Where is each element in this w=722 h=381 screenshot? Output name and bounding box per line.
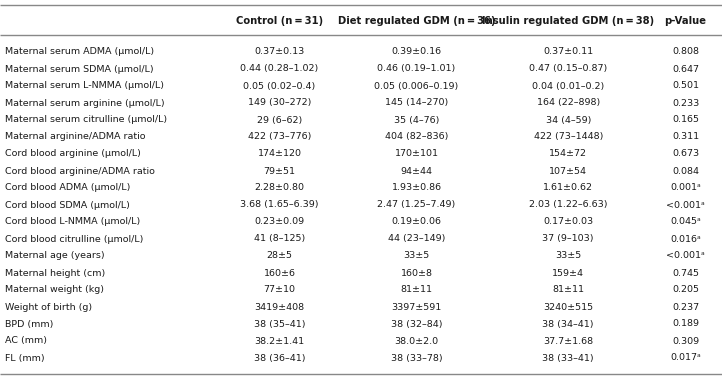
Text: 0.745: 0.745 — [672, 269, 699, 277]
Text: FL (mm): FL (mm) — [6, 354, 45, 362]
Text: 107±54: 107±54 — [549, 166, 587, 176]
Text: 0.501: 0.501 — [672, 82, 699, 91]
Text: 81±11: 81±11 — [552, 285, 584, 295]
Text: Maternal serum arginine (μmol/L): Maternal serum arginine (μmol/L) — [6, 99, 165, 107]
Text: 159±4: 159±4 — [552, 269, 584, 277]
Text: 38 (32–84): 38 (32–84) — [391, 320, 443, 328]
Text: 0.165: 0.165 — [672, 115, 699, 125]
Text: Maternal serum SDMA (μmol/L): Maternal serum SDMA (μmol/L) — [6, 64, 154, 74]
Text: 81±11: 81±11 — [401, 285, 432, 295]
Text: Cord blood L-NMMA (μmol/L): Cord blood L-NMMA (μmol/L) — [6, 218, 141, 226]
Text: 0.05 (0.02–0.4): 0.05 (0.02–0.4) — [243, 82, 316, 91]
Text: 160±8: 160±8 — [401, 269, 432, 277]
Text: 34 (4–59): 34 (4–59) — [546, 115, 591, 125]
Text: 0.47 (0.15–0.87): 0.47 (0.15–0.87) — [529, 64, 607, 74]
Text: 0.673: 0.673 — [672, 149, 699, 158]
Text: Cord blood arginine/ADMA ratio: Cord blood arginine/ADMA ratio — [6, 166, 155, 176]
Text: Maternal serum ADMA (μmol/L): Maternal serum ADMA (μmol/L) — [6, 48, 155, 56]
Text: 0.647: 0.647 — [672, 64, 699, 74]
Text: Maternal age (years): Maternal age (years) — [6, 251, 105, 261]
Text: Maternal serum L-NMMA (μmol/L): Maternal serum L-NMMA (μmol/L) — [6, 82, 165, 91]
Text: 2.47 (1.25–7.49): 2.47 (1.25–7.49) — [378, 200, 456, 210]
Text: 33±5: 33±5 — [555, 251, 581, 261]
Text: Cord blood ADMA (μmol/L): Cord blood ADMA (μmol/L) — [6, 184, 131, 192]
Text: Weight of birth (g): Weight of birth (g) — [6, 303, 92, 312]
Text: <0.001ᵃ: <0.001ᵃ — [666, 251, 705, 261]
Text: Cord blood SDMA (μmol/L): Cord blood SDMA (μmol/L) — [6, 200, 130, 210]
Text: 38.0±2.0: 38.0±2.0 — [394, 336, 439, 346]
Text: 44 (23–149): 44 (23–149) — [388, 234, 445, 243]
Text: 28±5: 28±5 — [266, 251, 292, 261]
Text: <0.001ᵃ: <0.001ᵃ — [666, 200, 705, 210]
Text: 3397±591: 3397±591 — [391, 303, 442, 312]
Text: 0.44 (0.28–1.02): 0.44 (0.28–1.02) — [240, 64, 318, 74]
Text: 422 (73–1448): 422 (73–1448) — [534, 133, 603, 141]
Text: 37.7±1.68: 37.7±1.68 — [543, 336, 593, 346]
Text: 0.017ᵃ: 0.017ᵃ — [670, 354, 701, 362]
Text: 94±44: 94±44 — [401, 166, 432, 176]
Text: 37 (9–103): 37 (9–103) — [542, 234, 594, 243]
Text: 79±51: 79±51 — [264, 166, 295, 176]
Text: 0.808: 0.808 — [672, 48, 699, 56]
Text: 145 (14–270): 145 (14–270) — [385, 99, 448, 107]
Text: 0.309: 0.309 — [672, 336, 699, 346]
Text: 38 (33–78): 38 (33–78) — [391, 354, 443, 362]
Text: 77±10: 77±10 — [264, 285, 295, 295]
Text: Maternal height (cm): Maternal height (cm) — [6, 269, 105, 277]
Text: 2.28±0.80: 2.28±0.80 — [254, 184, 305, 192]
Text: 404 (82–836): 404 (82–836) — [385, 133, 448, 141]
Text: 1.93±0.86: 1.93±0.86 — [391, 184, 442, 192]
Text: 0.189: 0.189 — [672, 320, 699, 328]
Text: 29 (6–62): 29 (6–62) — [257, 115, 302, 125]
Text: 33±5: 33±5 — [404, 251, 430, 261]
Text: Maternal serum citrulline (μmol/L): Maternal serum citrulline (μmol/L) — [6, 115, 168, 125]
Text: Diet regulated GDM (n = 36): Diet regulated GDM (n = 36) — [338, 16, 495, 26]
Text: Cord blood citrulline (μmol/L): Cord blood citrulline (μmol/L) — [6, 234, 144, 243]
Text: 0.045ᵃ: 0.045ᵃ — [670, 218, 701, 226]
Text: 0.311: 0.311 — [672, 133, 699, 141]
Text: 38 (34–41): 38 (34–41) — [542, 320, 594, 328]
Text: Maternal weight (kg): Maternal weight (kg) — [6, 285, 105, 295]
Text: 38.2±1.41: 38.2±1.41 — [254, 336, 305, 346]
Text: 0.001ᵃ: 0.001ᵃ — [670, 184, 701, 192]
Text: 3.68 (1.65–6.39): 3.68 (1.65–6.39) — [240, 200, 318, 210]
Text: BPD (mm): BPD (mm) — [6, 320, 54, 328]
Text: 0.084: 0.084 — [672, 166, 699, 176]
Text: 41 (8–125): 41 (8–125) — [254, 234, 305, 243]
Text: 0.46 (0.19–1.01): 0.46 (0.19–1.01) — [378, 64, 456, 74]
Text: Maternal arginine/ADMA ratio: Maternal arginine/ADMA ratio — [6, 133, 146, 141]
Text: 35 (4–76): 35 (4–76) — [394, 115, 439, 125]
Text: 0.233: 0.233 — [672, 99, 699, 107]
Text: 0.237: 0.237 — [672, 303, 699, 312]
Text: Cord blood arginine (μmol/L): Cord blood arginine (μmol/L) — [6, 149, 142, 158]
Text: 0.23±0.09: 0.23±0.09 — [254, 218, 305, 226]
Text: 174±120: 174±120 — [258, 149, 302, 158]
Text: 0.05 (0.006–0.19): 0.05 (0.006–0.19) — [375, 82, 458, 91]
Text: 160±6: 160±6 — [264, 269, 295, 277]
Text: 3419±408: 3419±408 — [254, 303, 305, 312]
Text: 164 (22–898): 164 (22–898) — [536, 99, 600, 107]
Text: 0.04 (0.01–0.2): 0.04 (0.01–0.2) — [532, 82, 604, 91]
Text: Insulin regulated GDM (n = 38): Insulin regulated GDM (n = 38) — [482, 16, 654, 26]
Text: 0.17±0.03: 0.17±0.03 — [543, 218, 593, 226]
Text: 38 (35–41): 38 (35–41) — [253, 320, 305, 328]
Text: Control (n = 31): Control (n = 31) — [236, 16, 323, 26]
Text: 0.19±0.06: 0.19±0.06 — [391, 218, 442, 226]
Text: 149 (30–272): 149 (30–272) — [248, 99, 311, 107]
Text: 3240±515: 3240±515 — [543, 303, 593, 312]
Text: 0.37±0.13: 0.37±0.13 — [254, 48, 305, 56]
Text: 2.03 (1.22–6.63): 2.03 (1.22–6.63) — [529, 200, 607, 210]
Text: 154±72: 154±72 — [549, 149, 587, 158]
Text: 38 (36–41): 38 (36–41) — [253, 354, 305, 362]
Text: AC (mm): AC (mm) — [6, 336, 48, 346]
Text: 1.61±0.62: 1.61±0.62 — [543, 184, 593, 192]
Text: p-Value: p-Value — [664, 16, 707, 26]
Text: 0.016ᵃ: 0.016ᵃ — [670, 234, 701, 243]
Text: 0.39±0.16: 0.39±0.16 — [391, 48, 442, 56]
Text: 0.205: 0.205 — [672, 285, 699, 295]
Text: 170±101: 170±101 — [395, 149, 439, 158]
Text: 422 (73–776): 422 (73–776) — [248, 133, 311, 141]
Text: 0.37±0.11: 0.37±0.11 — [543, 48, 593, 56]
Text: 38 (33–41): 38 (33–41) — [542, 354, 594, 362]
